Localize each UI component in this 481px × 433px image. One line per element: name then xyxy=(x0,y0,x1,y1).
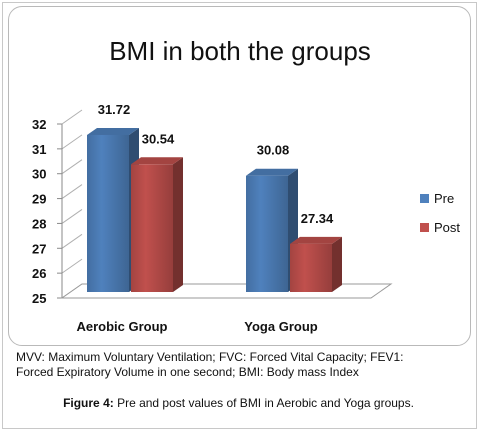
chart-title: BMI in both the groups xyxy=(109,36,371,66)
y-tick-label: 27 xyxy=(32,241,46,256)
data-label: 31.72 xyxy=(98,102,131,117)
legend-label-post: Post xyxy=(434,220,460,235)
bar-top-pre xyxy=(246,168,298,176)
legend-label-pre: Pre xyxy=(434,191,454,206)
footnote-line-1: MVV: Maximum Voluntary Ventilation; FVC:… xyxy=(16,350,404,364)
bar-post-1 xyxy=(131,164,173,292)
y-depth-line xyxy=(61,159,83,175)
legend-swatch-pre xyxy=(420,194,429,203)
y-tick-label: 28 xyxy=(32,216,46,231)
y-tick-label: 32 xyxy=(32,117,46,132)
y-tick-label: 25 xyxy=(32,291,46,306)
category-label: Yoga Group xyxy=(244,319,317,334)
data-label: 30.08 xyxy=(257,143,290,158)
figure-caption-label: Figure 4: xyxy=(63,396,114,410)
data-label: 27.34 xyxy=(301,211,334,226)
footnote: MVV: Maximum Voluntary Ventilation; FVC:… xyxy=(16,350,466,380)
y-depth-line xyxy=(61,209,83,224)
y-tick-label: 30 xyxy=(32,167,46,182)
y-depth-line xyxy=(61,134,83,150)
data-label: 30.54 xyxy=(142,131,175,146)
bar-side-post xyxy=(332,236,342,292)
y-depth-line xyxy=(61,233,83,249)
legend-swatch-post xyxy=(420,223,429,232)
bar-side-post xyxy=(173,157,183,292)
y-depth-line xyxy=(61,258,83,274)
bar-pre-2 xyxy=(246,175,288,292)
bar-top-post xyxy=(290,236,342,244)
bar-post-2 xyxy=(290,243,332,292)
bar-top-post xyxy=(131,157,183,165)
y-depth-line xyxy=(61,184,83,199)
category-label: Aerobic Group xyxy=(76,319,167,334)
bar-top-pre xyxy=(87,127,139,135)
figure-caption: Figure 4: Pre and post values of BMI in … xyxy=(0,396,477,410)
figure-caption-text: Pre and post values of BMI in Aerobic an… xyxy=(113,396,414,410)
y-tick-label: 29 xyxy=(32,192,46,207)
bar-pre-1 xyxy=(87,134,129,292)
y-tick-label: 31 xyxy=(32,142,46,157)
bmi-chart: BMI in both the groups 25 26 27 28 29 30 31 32 31… xyxy=(32,36,460,334)
footnote-line-2: Forced Expiratory Volume in one second; … xyxy=(16,365,359,379)
y-tick-label: 26 xyxy=(32,266,46,281)
y-depth-line xyxy=(61,109,83,125)
